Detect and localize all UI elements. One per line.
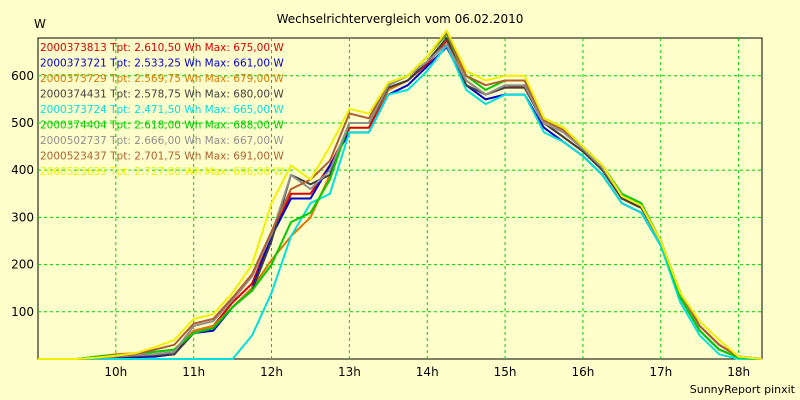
chart-title: Wechselrichtervergleich vom 06.02.2010 [277,12,524,26]
x-tick-label: 14h [416,365,439,379]
x-tick-label: 13h [338,365,361,379]
y-tick-label: 100 [11,305,34,319]
legend-entry-2000374404: 2000374404 Tpt: 2.618,00 Wh Max: 688,00 … [40,120,284,132]
legend-entry-2000523639: 2000523639 Tpt: 2.727,00 Wh Max: 696,00 … [40,166,284,178]
x-tick-label: 11h [182,365,205,379]
x-tick-label: 16h [572,365,595,379]
credit-text: SunnyReport pinxit [690,383,796,396]
legend-entry-2000373729: 2000373729 Tpt: 2.569,75 Wh Max: 679,00 … [40,73,284,85]
legend-entry-2000502737: 2000502737 Tpt: 2.666,00 Wh Max: 667,00 … [40,135,284,147]
legend-entry-2000373724: 2000373724 Tpt: 2.471,50 Wh Max: 665,00 … [40,104,284,116]
series-lines [38,29,763,360]
legend-entry-2000373721: 2000373721 Tpt: 2.533,25 Wh Max: 661,00 … [40,58,284,70]
series-line-2000373724 [38,44,762,360]
y-tick-label: 300 [11,210,34,224]
y-ticks: 100 200 300 400 500 600 [11,69,34,319]
plot-frame [37,37,763,360]
x-ticks: 10h 11h 12h 13h 14h 15h 16h 17h 18h [104,365,750,379]
x-tick-label: 12h [260,365,283,379]
grid [38,38,762,359]
series-line-2000374431 [38,37,763,360]
y-axis-unit: W [34,17,46,31]
x-tick-label: 15h [494,365,517,379]
x-tick-label: 18h [727,365,750,379]
y-tick-label: 400 [11,163,34,177]
legend: 2000373813 Tpt: 2.610,50 Wh Max: 675,00 … [40,42,284,178]
legend-entry-2000373813: 2000373813 Tpt: 2.610,50 Wh Max: 675,00 … [40,42,284,54]
x-tick-label: 10h [104,365,127,379]
y-tick-label: 200 [11,258,34,272]
y-tick-label: 500 [11,116,34,130]
series-line-2000523639 [38,29,763,360]
legend-entry-2000523437: 2000523437 Tpt: 2.701,75 Wh Max: 691,00 … [40,151,284,163]
legend-entry-2000374431: 2000374431 Tpt: 2.578,75 Wh Max: 680,00 … [40,89,284,101]
x-tick-label: 17h [649,365,672,379]
y-tick-label: 600 [11,69,34,83]
